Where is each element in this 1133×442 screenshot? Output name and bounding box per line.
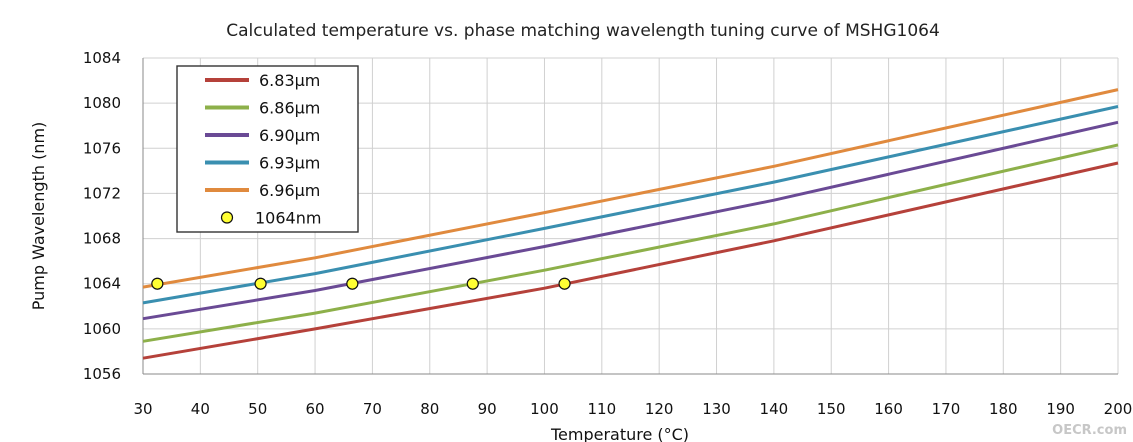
plot-area (142, 88, 1119, 360)
marker-1064nm (558, 277, 571, 290)
legend-label: 6.90µm (259, 126, 320, 145)
y-tick-label: 1060 (83, 320, 121, 338)
legend-label: 1064nm (255, 209, 321, 228)
legend-label: 6.83µm (259, 71, 320, 90)
series-line-3 (142, 120, 1119, 321)
x-tick-label: 140 (760, 400, 789, 418)
x-tick-label: 100 (530, 400, 559, 418)
series-line-5 (142, 88, 1119, 289)
legend: 6.83µm 6.86µm 6.90µm 6.93µm 6.96µm 1064nm (176, 65, 359, 233)
y-tick-label: 1072 (83, 184, 121, 202)
x-tick-label: 50 (248, 400, 267, 418)
y-tick-label: 1080 (83, 94, 121, 112)
x-tick-label: 90 (478, 400, 497, 418)
chart-title: Calculated temperature vs. phase matchin… (226, 21, 940, 41)
x-tick-label: 160 (874, 400, 903, 418)
x-tick-label: 110 (588, 400, 617, 418)
x-tick-label: 60 (306, 400, 325, 418)
series-line-2 (142, 143, 1119, 343)
series-line-1 (142, 161, 1119, 360)
x-tick-label: 150 (817, 400, 846, 418)
y-tick-label: 1056 (83, 365, 121, 383)
x-tick-label: 130 (702, 400, 731, 418)
tick-labels: 30 40 50 60 70 80 90 100 110 120 130 140 150 160 170 18… (83, 49, 1133, 418)
marker-1064nm (254, 277, 267, 290)
legend-label: 6.93µm (259, 154, 320, 173)
y-tick-label: 1076 (83, 139, 121, 157)
watermark: OECR.com (1052, 423, 1127, 438)
x-tick-label: 80 (420, 400, 439, 418)
x-tick-label: 170 (932, 400, 961, 418)
y-tick-label: 1068 (83, 230, 121, 248)
x-axis-label: Temperature (°C) (550, 425, 689, 442)
legend-box (176, 65, 359, 233)
y-tick-label: 1064 (83, 275, 121, 293)
y-axis-label: Pump Wavelength (nm) (29, 122, 48, 311)
x-tick-label: 70 (363, 400, 382, 418)
marker-1064nm (466, 277, 479, 290)
x-tick-label: 40 (191, 400, 210, 418)
legend-label: 6.96µm (259, 181, 320, 200)
legend-label: 6.86µm (259, 99, 320, 118)
x-tick-label: 190 (1046, 400, 1075, 418)
legend-marker (220, 211, 234, 224)
x-tick-label: 120 (645, 400, 674, 418)
marker-1064nm (346, 277, 359, 290)
marker-1064nm (151, 277, 164, 290)
x-tick-label: 180 (989, 400, 1018, 418)
x-tick-label: 200 (1104, 400, 1133, 418)
y-tick-label: 1084 (83, 49, 121, 67)
x-tick-label: 30 (133, 400, 152, 418)
